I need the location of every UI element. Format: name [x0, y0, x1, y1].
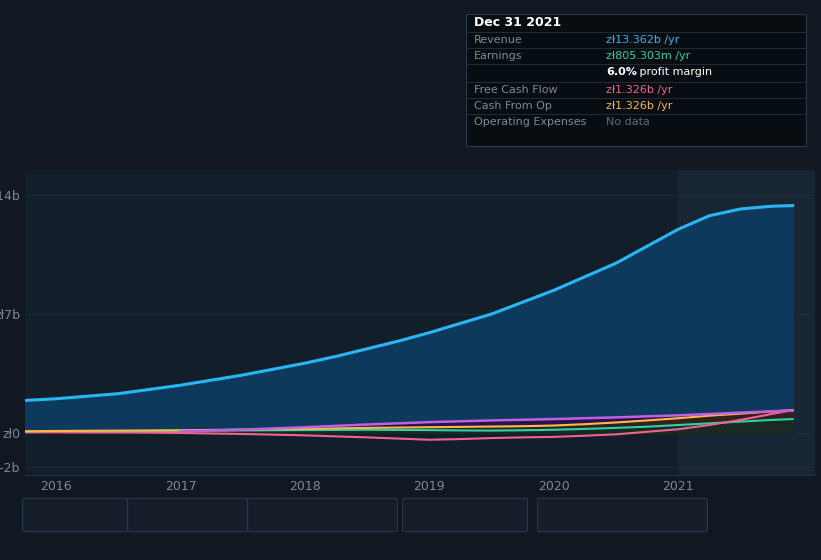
- Text: Operating Expenses: Operating Expenses: [573, 510, 686, 520]
- Text: Operating Expenses: Operating Expenses: [475, 117, 586, 127]
- Text: zł13.362b /yr: zł13.362b /yr: [606, 35, 679, 45]
- Text: ●: ●: [551, 510, 559, 520]
- Text: Earnings: Earnings: [163, 510, 211, 520]
- Text: ●: ●: [415, 510, 424, 520]
- Text: Cash From Op: Cash From Op: [475, 101, 552, 111]
- Text: zł805.303m /yr: zł805.303m /yr: [606, 51, 690, 61]
- Text: ●: ●: [260, 510, 269, 520]
- Text: Free Cash Flow: Free Cash Flow: [283, 510, 366, 520]
- Text: profit margin: profit margin: [636, 67, 712, 77]
- Text: zł1.326b /yr: zł1.326b /yr: [606, 85, 672, 95]
- Text: Revenue: Revenue: [57, 510, 107, 520]
- Text: No data: No data: [606, 117, 650, 127]
- Bar: [678, 170, 815, 475]
- Text: Dec 31 2021: Dec 31 2021: [475, 16, 562, 29]
- Text: zł1.326b /yr: zł1.326b /yr: [606, 101, 672, 111]
- Text: 6.0%: 6.0%: [606, 67, 637, 77]
- Text: Earnings: Earnings: [475, 51, 523, 61]
- Text: ●: ●: [140, 510, 149, 520]
- Text: Cash From Op: Cash From Op: [438, 510, 516, 520]
- Text: ●: ●: [35, 510, 44, 520]
- Text: Revenue: Revenue: [475, 35, 523, 45]
- Text: Free Cash Flow: Free Cash Flow: [475, 85, 557, 95]
